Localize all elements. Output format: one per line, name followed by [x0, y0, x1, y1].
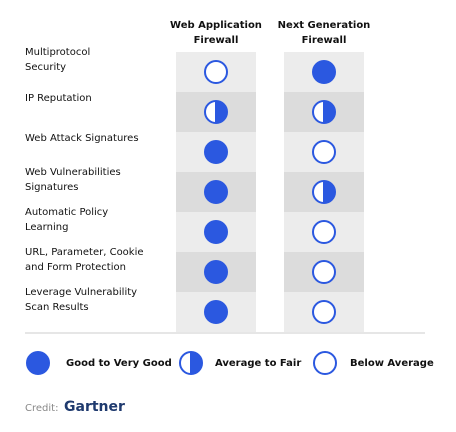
row-label: Scan Results	[25, 302, 89, 313]
column-header: Firewall	[194, 35, 239, 46]
rating-icon	[312, 220, 336, 244]
legend-label: Average to Fair	[215, 358, 301, 369]
row-label: Web Attack Signatures	[25, 133, 139, 144]
rating-icon	[312, 300, 336, 324]
rating-icon	[204, 180, 228, 204]
icon-empty	[312, 220, 336, 244]
rating-icon	[312, 180, 336, 204]
icon-half	[216, 101, 227, 123]
row-label: Security	[25, 62, 66, 73]
icon-full	[26, 351, 50, 375]
legend-label: Good to Very Good	[66, 358, 172, 369]
column-header: Next Generation	[278, 20, 371, 31]
rating-icon	[204, 140, 228, 164]
row-label: Learning	[25, 222, 68, 233]
icon-full	[312, 60, 336, 84]
row-label: Multiprotocol	[25, 47, 90, 58]
icon-full	[204, 180, 228, 204]
icon-full	[204, 140, 228, 164]
credit-label: Credit:	[25, 403, 58, 414]
icon-empty	[313, 351, 337, 375]
rating-icon	[312, 140, 336, 164]
row-label: and Form Protection	[25, 262, 126, 273]
row-label: Web Vulnerabilities	[25, 167, 121, 178]
icon-empty	[312, 260, 336, 284]
icon-half	[324, 101, 335, 123]
row-label: IP Reputation	[25, 93, 92, 104]
rating-icon	[204, 100, 228, 124]
rating-icon	[204, 60, 228, 84]
icon-half	[191, 352, 202, 374]
rating-icon	[312, 100, 336, 124]
icon-full	[204, 220, 228, 244]
legend-label: Below Average	[350, 358, 434, 369]
rating-icon	[313, 351, 337, 375]
icon-full	[204, 300, 228, 324]
rating-icon	[204, 220, 228, 244]
rating-icon	[204, 300, 228, 324]
icon-empty	[312, 140, 336, 164]
icon-empty	[204, 60, 228, 84]
icon-empty	[312, 300, 336, 324]
credit-source: Gartner	[64, 399, 125, 415]
row-label: URL, Parameter, Cookie	[25, 247, 144, 258]
icon-half	[324, 181, 335, 203]
rating-icon	[204, 260, 228, 284]
rating-icon	[312, 60, 336, 84]
row-label: Signatures	[25, 182, 78, 193]
rating-icon	[179, 351, 203, 375]
rating-icon	[312, 260, 336, 284]
column-header: Web Application	[170, 20, 262, 31]
column-header: Firewall	[302, 35, 347, 46]
icon-full	[204, 260, 228, 284]
row-label: Leverage Vulnerability	[25, 287, 137, 298]
rating-icon	[26, 351, 50, 375]
row-label: Automatic Policy	[25, 207, 108, 218]
